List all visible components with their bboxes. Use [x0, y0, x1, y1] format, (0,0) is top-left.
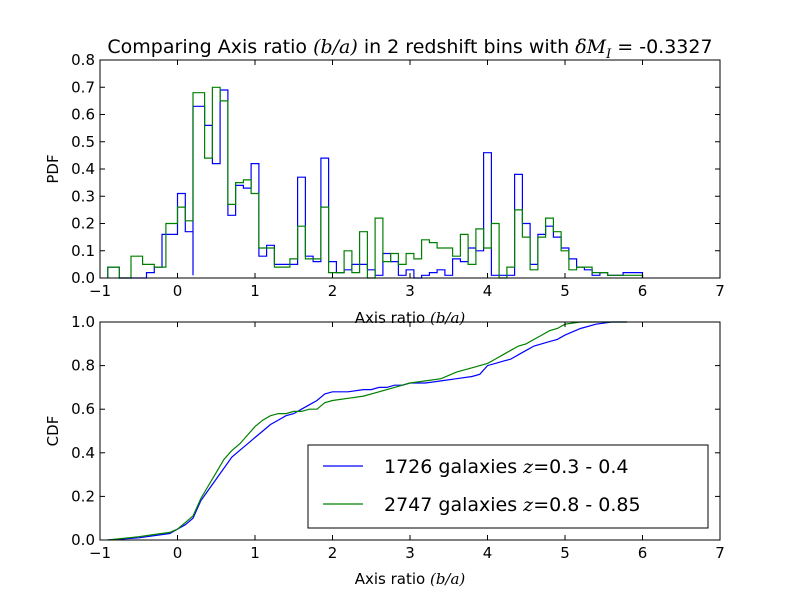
pdf-x-ticks: −1 0 1 2 3 4 5 6 7 — [89, 60, 725, 300]
pdf-y-tick-label: 0.5 — [71, 133, 95, 151]
pdf-y-tick-label: 0.7 — [71, 78, 95, 96]
cdf-x-tick-label: 4 — [483, 544, 493, 562]
pdf-y-ticks: 0.0 0.1 0.2 0.3 0.4 0.5 0.6 0.7 0.8 — [71, 51, 720, 287]
pdf-x-tick-label: −1 — [89, 282, 111, 300]
legend-label-green: 2747 galaxies z=0.8 - 0.85 — [384, 494, 641, 516]
pdf-x-tick-label: 5 — [560, 282, 570, 300]
pdf-y-tick-label: 0.6 — [71, 106, 95, 124]
cdf-y-tick-label: 0.4 — [71, 444, 95, 462]
cdf-y-axis-label: CDF — [44, 416, 62, 447]
pdf-y-tick-label: 0.3 — [71, 187, 95, 205]
cdf-x-tick-label: −1 — [89, 544, 111, 562]
cdf-x-axis-label: Axis ratio (b/a) — [355, 570, 466, 588]
cdf-x-ticks: −1 0 1 2 3 4 5 6 7 — [89, 322, 725, 562]
cdf-y-tick-label: 0.2 — [71, 487, 95, 505]
pdf-y-tick-label: 0.0 — [71, 269, 95, 287]
pdf-series-line-green — [107, 86, 644, 279]
legend-box — [307, 444, 709, 529]
cdf-x-tick-label: 0 — [173, 544, 183, 562]
pdf-series-group — [107, 86, 644, 279]
cdf-series-group — [107, 321, 627, 541]
chart-title: Comparing Axis ratio (b/a) in 2 redshift… — [107, 36, 712, 62]
cdf-x-tick-label: 6 — [638, 544, 648, 562]
cdf-plot: −1 0 1 2 3 4 5 6 7 0.0 0.2 0.4 0.6 0.8 1.0 — [71, 313, 725, 562]
pdf-plot: −1 0 1 2 3 4 5 6 7 0.0 0.1 0.2 0.3 0.4 0.5 0.6 0.7 0.8 — [71, 51, 725, 300]
pdf-y-tick-label: 0.2 — [71, 215, 95, 233]
pdf-x-tick-label: 3 — [405, 282, 415, 300]
cdf-y-tick-label: 1.0 — [71, 313, 95, 331]
cdf-y-ticks: 0.0 0.2 0.4 0.6 0.8 1.0 — [71, 313, 720, 549]
pdf-x-tick-label: 7 — [715, 282, 725, 300]
cdf-x-tick-label: 1 — [250, 544, 260, 562]
pdf-x-tick-label: 1 — [250, 282, 260, 300]
cdf-x-tick-label: 7 — [715, 544, 725, 562]
pdf-x-tick-label: 6 — [638, 282, 648, 300]
cdf-x-tick-label: 3 — [405, 544, 415, 562]
legend-label-blue: 1726 galaxies z=0.3 - 0.4 — [384, 456, 628, 478]
cdf-series-line-green — [107, 321, 627, 541]
pdf-x-tick-label: 2 — [328, 282, 338, 300]
pdf-x-tick-label: 4 — [483, 282, 493, 300]
pdf-y-tick-label: 0.1 — [71, 242, 95, 260]
pdf-y-tick-label: 0.4 — [71, 160, 95, 178]
pdf-y-tick-label: 0.8 — [71, 51, 95, 69]
cdf-x-tick-label: 2 — [328, 544, 338, 562]
cdf-y-tick-label: 0.0 — [71, 531, 95, 549]
cdf-y-tick-label: 0.6 — [71, 400, 95, 418]
cdf-legend: 1726 galaxies z=0.3 - 0.4 2747 galaxies … — [307, 444, 709, 529]
cdf-y-tick-label: 0.8 — [71, 357, 95, 375]
pdf-x-tick-label: 0 — [173, 282, 183, 300]
cdf-x-tick-label: 5 — [560, 544, 570, 562]
pdf-y-axis-label: PDF — [44, 154, 62, 183]
cdf-series-line-blue — [107, 321, 627, 541]
